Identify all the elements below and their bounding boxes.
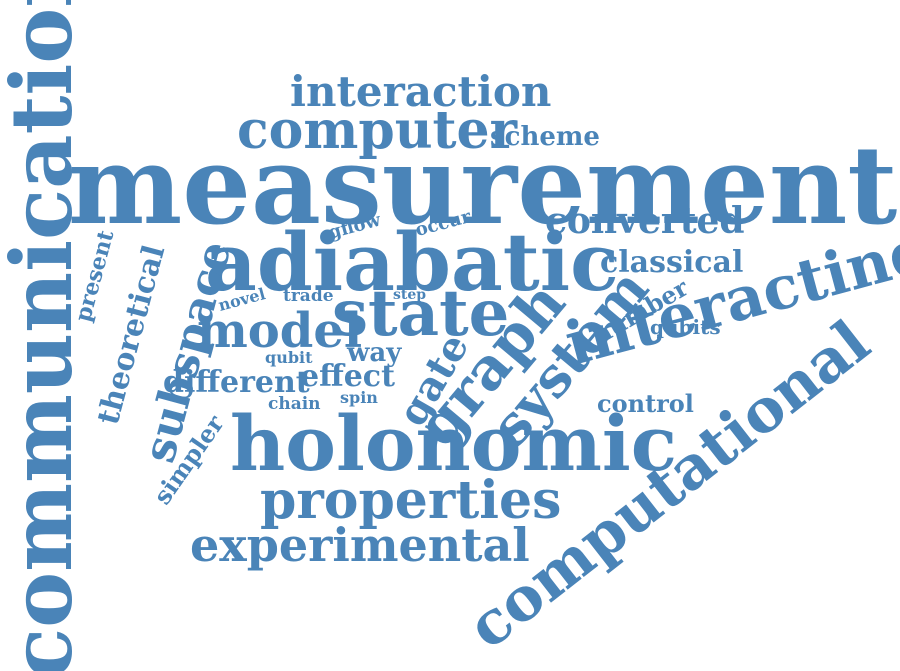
word-control: control bbox=[597, 389, 694, 418]
word-properties: properties bbox=[260, 470, 562, 531]
word-scheme: scheme bbox=[490, 122, 600, 152]
word-state: state bbox=[332, 276, 510, 351]
word-adiabatic: adiabatic bbox=[205, 215, 619, 309]
word-qubit: qubit bbox=[265, 348, 313, 367]
word-trade: trade bbox=[283, 286, 334, 306]
word-chain: chain bbox=[268, 394, 321, 414]
word-step: step bbox=[393, 287, 427, 303]
word-spin: spin bbox=[340, 388, 378, 407]
word-holonomic: holonomic bbox=[230, 399, 678, 488]
word-way: way bbox=[347, 338, 402, 368]
word-effect: effect bbox=[300, 359, 395, 394]
word-different: different bbox=[163, 365, 310, 400]
word-computer: computer bbox=[237, 100, 518, 161]
word-classical: classical bbox=[600, 245, 744, 280]
word-communication: communication bbox=[0, 0, 91, 671]
word-qubits: qubits bbox=[650, 315, 721, 339]
word-model: model bbox=[197, 303, 363, 359]
word-experimental: experimental bbox=[190, 518, 530, 572]
word-converted: converted bbox=[545, 200, 745, 242]
word-interaction: interaction bbox=[290, 67, 552, 116]
word-measurement: measurement bbox=[68, 123, 898, 249]
